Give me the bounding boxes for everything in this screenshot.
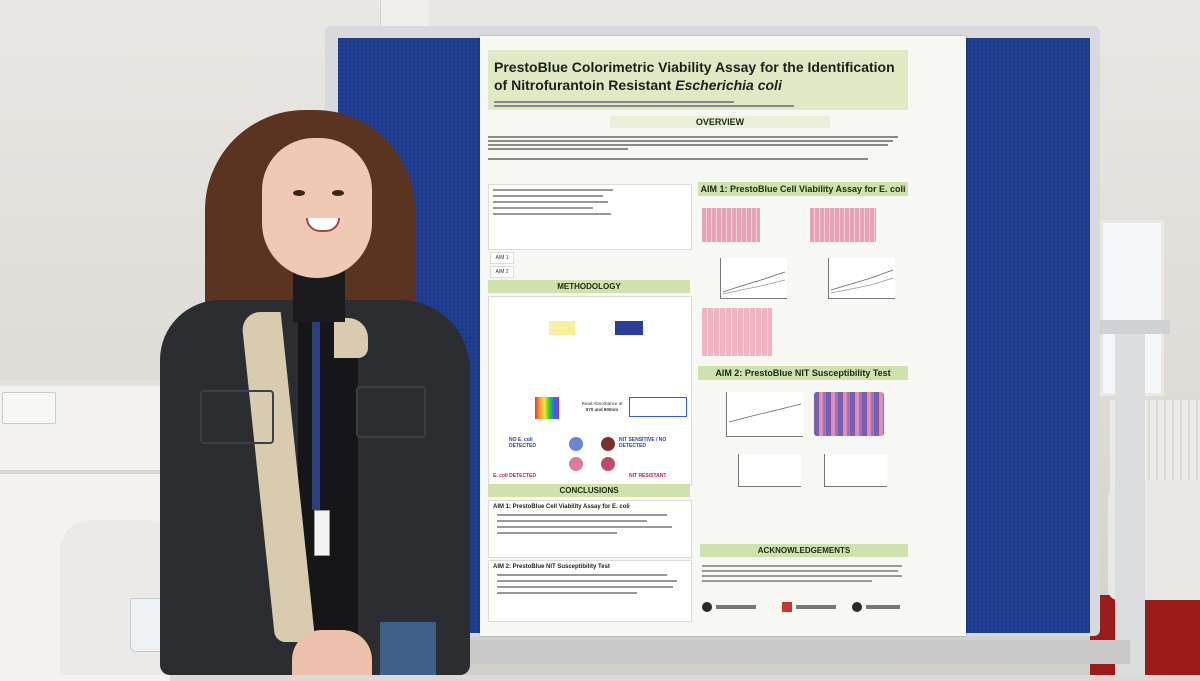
growth-plot-c <box>720 258 787 299</box>
conclusions-aim2-box: AIM 2: PrestoBlue NIT Susceptibility Tes… <box>488 560 692 622</box>
person-jeans <box>380 622 436 675</box>
board-stand <box>1115 320 1145 675</box>
no-ecoli-label: NO E. coli DETECTED <box>509 437 536 449</box>
overview-text <box>488 134 908 162</box>
lanyard <box>312 320 320 510</box>
methodology-heading: METHODOLOGY <box>488 280 690 293</box>
poster-title-line2: of Nitrofurantoin Resistant <box>494 77 672 93</box>
aim1-heading: AIM 1: PrestoBlue Cell Viability Assay f… <box>698 182 908 196</box>
person-hands <box>292 630 372 675</box>
tube-yellow <box>549 321 575 335</box>
mechanism-box <box>488 184 692 250</box>
plate-heatmap-e <box>702 308 772 356</box>
aim2-heading: AIM 2: PrestoBlue NIT Susceptibility Tes… <box>698 366 908 380</box>
acknowledgements-text <box>702 562 906 585</box>
growth-plot-d <box>828 258 895 299</box>
nit-sensitive-label: NIT SENSITIVE / NO DETECTED <box>619 437 667 449</box>
rainbow-swatch-icon <box>535 397 559 419</box>
jacket-sherpa-collar-right <box>334 318 368 358</box>
conclusions-heading: CONCLUSIONS <box>488 484 690 497</box>
overview-heading: OVERVIEW <box>610 116 830 128</box>
plate-heatmap-b <box>810 208 876 242</box>
aim1-label: AIM 1 <box>490 252 514 264</box>
susceptibility-plot-a <box>726 392 803 437</box>
tube-blue <box>615 321 643 335</box>
id-badge <box>314 510 330 556</box>
power-socket <box>2 392 56 424</box>
susceptibility-plot-c <box>738 454 801 487</box>
poster-authors <box>494 100 908 107</box>
poster-title-box <box>488 50 908 110</box>
poster-title-line1: PrestoBlue Colorimetric Viability Assay … <box>494 59 895 75</box>
plate-heatmap-a <box>702 208 760 242</box>
susceptibility-plate-b <box>814 392 884 436</box>
jacket-pocket-right <box>356 386 426 438</box>
person-eye-left <box>293 190 305 196</box>
board-stand-arm <box>1095 320 1170 334</box>
aim2-label: AIM 2 <box>490 266 514 278</box>
person-eye-right <box>332 190 344 196</box>
methodology-diagram: Read Absorbance at 570 and 600nm NO E. c… <box>488 296 692 486</box>
board-base <box>430 640 1130 664</box>
conclusions-aim1-box: AIM 1: PrestoBlue Cell Viability Assay f… <box>488 500 692 558</box>
ecoli-detected-label: E. coli DETECTED <box>493 473 537 479</box>
poster-title-species: Escherichia coli <box>675 77 782 93</box>
acknowledgements-heading: ACKNOWLEDGEMENTS <box>700 544 908 557</box>
read-absorbance-label: Read Absorbance at 570 and 600nm <box>581 401 623 412</box>
person-face <box>262 138 372 278</box>
susceptibility-plot-d <box>824 454 887 487</box>
conclusions-aim2-heading: AIM 2: PrestoBlue NIT Susceptibility Tes… <box>493 564 610 570</box>
wall-panel-rail <box>0 470 170 474</box>
conclusions-aim1-heading: AIM 1: PrestoBlue Cell Viability Assay f… <box>493 504 630 510</box>
nit-resistant-label: NIT RESISTANT <box>629 473 667 479</box>
jacket-pocket-left <box>200 390 274 444</box>
research-poster: PrestoBlue Colorimetric Viability Assay … <box>480 36 966 636</box>
university-logos <box>702 602 902 614</box>
poster-title: PrestoBlue Colorimetric Viability Assay … <box>494 58 908 94</box>
